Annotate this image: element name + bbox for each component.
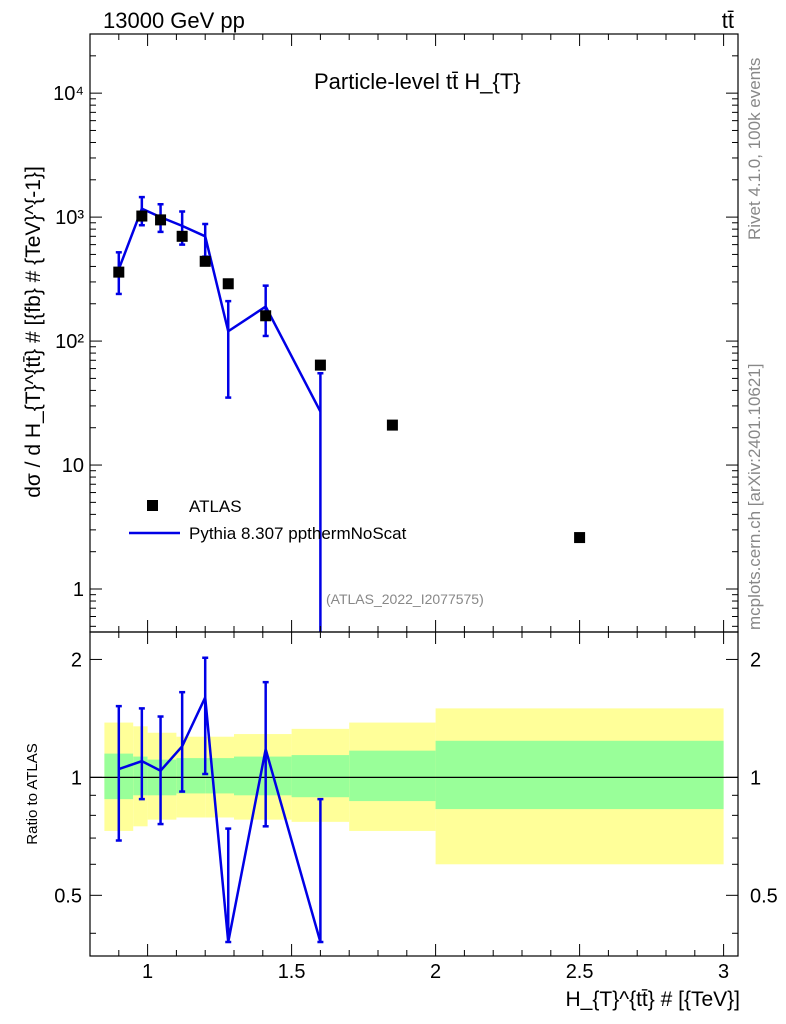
ratio-y-tick-label-right: 0.5 bbox=[750, 885, 778, 907]
y-tick-label: 10³ bbox=[55, 207, 84, 229]
ratio-y-tick-label: 2 bbox=[71, 649, 82, 671]
uncertainty-band-inner bbox=[349, 750, 436, 802]
y-tick-label: 10⁴ bbox=[53, 83, 84, 105]
atlas-data-point bbox=[176, 230, 188, 242]
rivet-label: Rivet 4.1.0, 100k events bbox=[745, 58, 764, 240]
y-tick-label: 10² bbox=[55, 331, 84, 353]
main-ticks: 1 10 10² 10³ 10⁴ bbox=[53, 33, 738, 632]
uncertainty-band-inner bbox=[176, 758, 206, 794]
atlas-data-point bbox=[155, 214, 167, 226]
uncertainty-band-inner bbox=[291, 755, 350, 798]
atlas-data-point bbox=[314, 359, 326, 371]
ratio-y-tick-label: 1 bbox=[71, 767, 82, 789]
y-tick-label: 1 bbox=[73, 579, 84, 601]
process-label: tt̄ bbox=[722, 8, 734, 33]
uncertainty-band-inner bbox=[205, 758, 234, 794]
energy-label: 13000 GeV pp bbox=[103, 8, 245, 33]
atlas-data-point bbox=[222, 278, 234, 290]
legend-marker-atlas bbox=[147, 500, 158, 511]
x-tick-label: 1.5 bbox=[278, 961, 306, 983]
ratio-marks bbox=[90, 656, 738, 944]
atlas-data-point bbox=[199, 255, 211, 267]
x-axis-label: H_{T}^{tt̄} # [{TeV}] bbox=[566, 988, 740, 1011]
site-label: mcplots.cern.ch [arXiv:2401.10621] bbox=[745, 364, 764, 630]
atlas-data-point bbox=[113, 266, 125, 278]
ratio-y-tick-label-right: 1 bbox=[750, 767, 761, 789]
atlas-data-point bbox=[260, 310, 272, 322]
uncertainty-band-inner bbox=[133, 756, 148, 796]
atlas-data-point bbox=[136, 210, 148, 222]
legend-label-atlas: ATLAS bbox=[189, 497, 242, 516]
legend-label-mc: Pythia 8.307 ppthermNoScat bbox=[189, 524, 407, 543]
main-y-axis-label: dσ / d H_{T}^{tt̄} # [{fb} # {TeV}^{-1}] bbox=[22, 166, 45, 498]
x-tick-label: 2.5 bbox=[566, 961, 594, 983]
atlas-data-point bbox=[386, 419, 398, 431]
main-title: Particle-level tt̄ H_{T} bbox=[314, 69, 521, 94]
ratio-panel: 0.5 0.5 1 1 2 2 1 1.5 2 2.5 3 Ratio to ATLAS H_{T}… bbox=[24, 631, 778, 1011]
ratio-y-tick-label: 0.5 bbox=[54, 885, 82, 907]
chart-annotation: (ATLAS_2022_I2077575) bbox=[326, 591, 484, 607]
y-tick-label: 10 bbox=[62, 455, 84, 477]
ratio-ticks: 0.5 0.5 1 1 2 2 1 1.5 2 2.5 3 bbox=[54, 632, 778, 983]
main-frame bbox=[89, 33, 739, 633]
uncertainty-band-inner bbox=[435, 740, 724, 810]
main-panel: 1 10 10² 10³ 10⁴ Particle-level tt̄ H_{T} dσ… bbox=[22, 33, 739, 633]
x-tick-label: 3 bbox=[718, 961, 729, 983]
main-marks bbox=[113, 195, 586, 632]
ratio-y-tick-label-right: 2 bbox=[750, 649, 761, 671]
ratio-series-line bbox=[118, 692, 322, 943]
x-tick-label: 2 bbox=[430, 961, 441, 983]
x-tick-label: 1 bbox=[142, 961, 153, 983]
atlas-data-point bbox=[574, 532, 586, 544]
ratio-y-axis-label: Ratio to ATLAS bbox=[24, 743, 41, 844]
mc-series-line bbox=[117, 206, 322, 413]
ratio-frame bbox=[89, 631, 739, 957]
